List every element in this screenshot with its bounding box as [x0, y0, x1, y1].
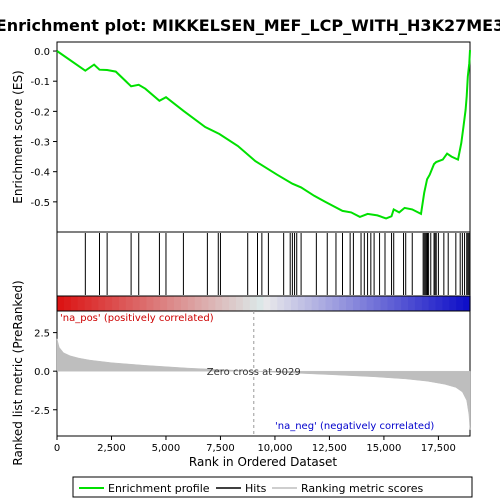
x-tick-label: 17,500: [421, 443, 456, 454]
rank-bar-segment: [202, 296, 209, 311]
rank-bar-segment: [105, 296, 112, 311]
rank-bar-segment: [456, 296, 463, 311]
metric-y-axis-label: Ranked list metric (PreRanked): [11, 280, 25, 465]
x-tick-label: 2,500: [97, 443, 126, 454]
x-tick-label: 7,500: [206, 443, 235, 454]
rank-bar-segment: [422, 296, 429, 311]
rank-bar-segment: [319, 296, 326, 311]
rank-bar-segment: [387, 296, 394, 311]
rank-bar-segment: [346, 296, 353, 311]
rank-bar-segment: [339, 296, 346, 311]
x-tick-label: 0: [54, 443, 60, 454]
rank-bar-segment: [140, 296, 147, 311]
neg-correlated-label: 'na_neg' (negatively correlated): [275, 421, 434, 432]
rank-bar-segment: [91, 296, 98, 311]
rank-bar-segment: [312, 296, 319, 311]
rank-bar-segment: [270, 296, 277, 311]
rank-bar-segment: [195, 296, 202, 311]
rank-bar-segment: [408, 296, 415, 311]
rank-bar-segment: [463, 296, 470, 311]
rank-bar-segment: [381, 296, 388, 311]
rank-bar-segment: [449, 296, 456, 311]
rank-bar-segment: [305, 296, 312, 311]
metric-y-tick-label: 0.0: [34, 367, 50, 378]
rank-bar-segment: [160, 296, 167, 311]
rank-bar-segment: [85, 296, 92, 311]
rank-bar-segment: [64, 296, 71, 311]
rank-bar-segment: [360, 296, 367, 311]
x-axis-label: Rank in Ordered Dataset: [189, 455, 337, 469]
rank-bar-segment: [112, 296, 119, 311]
es-y-tick-label: -0.3: [30, 138, 50, 149]
rank-bar-segment: [250, 296, 257, 311]
rank-bar-segment: [243, 296, 250, 311]
metric-y-tick-label: 2.5: [34, 329, 50, 340]
rank-bar-segment: [78, 296, 85, 311]
rank-bar-segment: [208, 296, 215, 311]
rank-bar-segment: [146, 296, 153, 311]
es-y-tick-label: -0.2: [30, 107, 50, 118]
rank-bar-segment: [429, 296, 436, 311]
rank-bar-segment: [325, 296, 332, 311]
zero-cross-label: Zero cross at 9029: [207, 367, 301, 378]
rank-bar-segment: [126, 296, 133, 311]
rank-bar-segment: [133, 296, 140, 311]
chart-title: Enrichment plot: MIKKELSEN_MEF_LCP_WITH_…: [0, 16, 500, 35]
x-tick-label: 15,000: [366, 443, 401, 454]
es-y-tick-label: -0.1: [30, 77, 50, 88]
legend-label: Enrichment profile: [108, 482, 210, 495]
rank-bar-segment: [291, 296, 298, 311]
rank-bar-segment: [367, 296, 374, 311]
rank-bar-segment: [229, 296, 236, 311]
hits-panel-frame: [57, 232, 470, 296]
metric-y-tick-label: -2.5: [30, 406, 50, 417]
rank-bar-segment: [353, 296, 360, 311]
rank-bar-segment: [284, 296, 291, 311]
rank-bar-segment: [57, 296, 64, 311]
rank-bar-segment: [415, 296, 422, 311]
rank-bar-segment: [257, 296, 264, 311]
es-y-axis-label: Enrichment score (ES): [11, 70, 25, 203]
rank-bar-segment: [277, 296, 284, 311]
rank-bar-segment: [215, 296, 222, 311]
rank-bar-segment: [119, 296, 126, 311]
rank-bar-segment: [188, 296, 195, 311]
rank-bar-segment: [374, 296, 381, 311]
rank-bar-segment: [236, 296, 243, 311]
rank-bar-segment: [394, 296, 401, 311]
rank-bar-segment: [436, 296, 443, 311]
rank-bar-segment: [71, 296, 78, 311]
enrichment-profile-line: [57, 50, 470, 218]
rank-bar-segment: [167, 296, 174, 311]
es-y-tick-label: -0.4: [30, 168, 50, 179]
rank-bar-segment: [174, 296, 181, 311]
rank-bar-segment: [401, 296, 408, 311]
legend-label: Hits: [245, 482, 267, 495]
rank-bar-segment: [264, 296, 271, 311]
rank-bar-segment: [222, 296, 229, 311]
rank-bar-segment: [153, 296, 160, 311]
rank-bar-segment: [442, 296, 449, 311]
rank-bar-segment: [181, 296, 188, 311]
legend-label: Ranking metric scores: [301, 482, 423, 495]
rank-bar-segment: [98, 296, 105, 311]
rank-bar-segment: [298, 296, 305, 311]
ranking-metric-area: [57, 339, 470, 430]
es-panel-frame: [57, 42, 470, 232]
es-y-tick-label: -0.5: [30, 198, 50, 209]
pos-correlated-label: 'na_pos' (positively correlated): [60, 313, 214, 324]
es-y-tick-label: 0.0: [34, 47, 50, 58]
x-tick-label: 10,000: [257, 443, 292, 454]
x-tick-label: 12,500: [312, 443, 347, 454]
x-tick-label: 5,000: [152, 443, 181, 454]
rank-bar-segment: [332, 296, 339, 311]
